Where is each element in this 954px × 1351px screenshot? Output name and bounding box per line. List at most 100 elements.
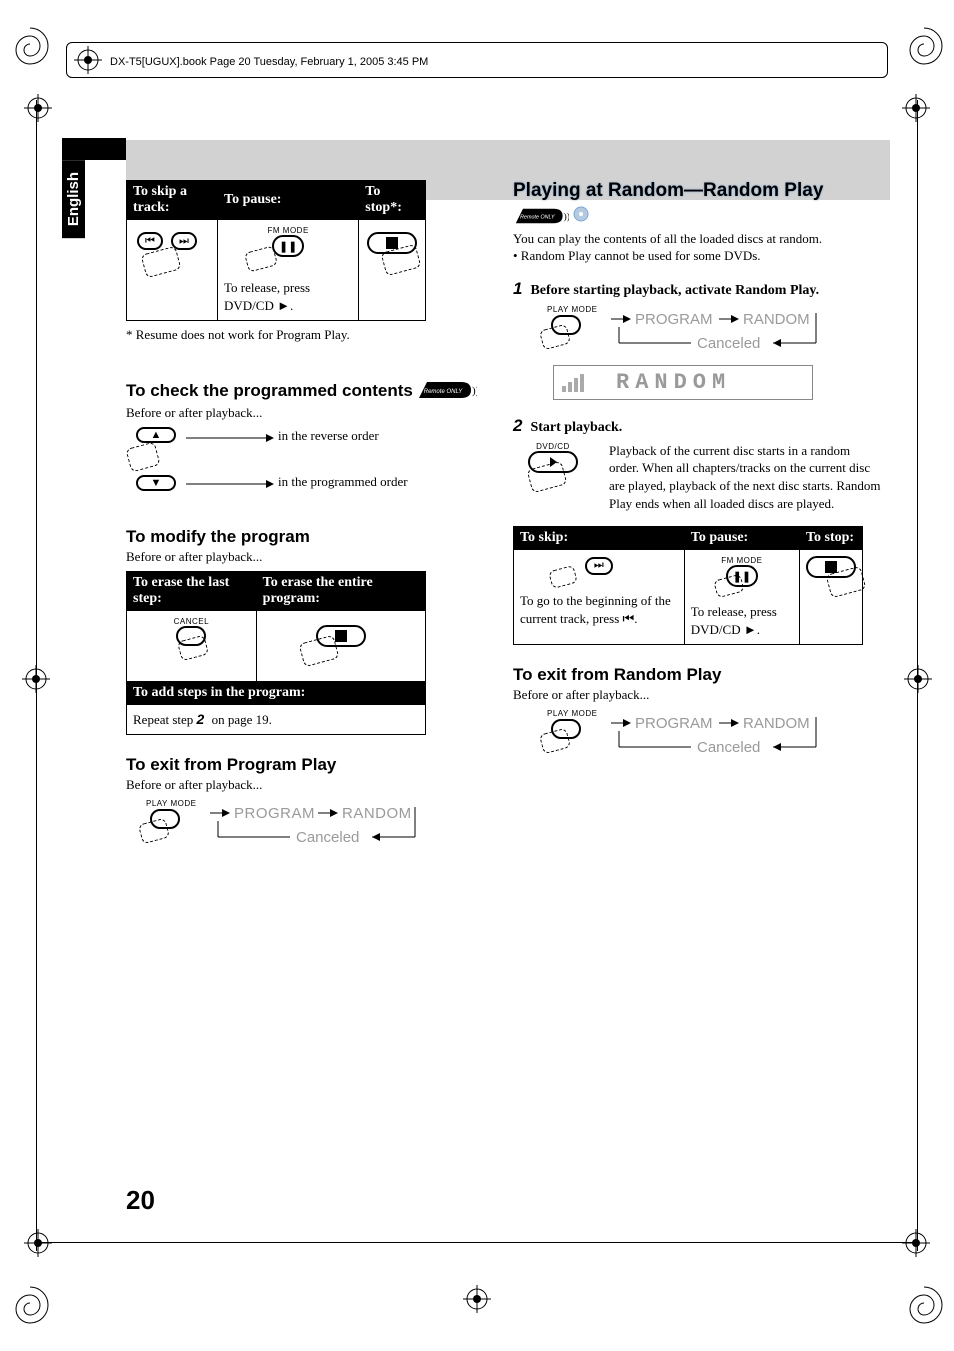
svg-text:PROGRAM: PROGRAM (635, 715, 713, 732)
press-gesture (244, 245, 278, 272)
press-gesture (548, 565, 578, 589)
table-random-controls: To skip: To pause: To stop: ⏭ To go to t… (513, 526, 863, 645)
th-erase-all: To erase the entire program: (256, 571, 425, 610)
step-2-para: Playback of the current disc starts in a… (609, 442, 883, 512)
cell-pause: FM MODE ❚❚ To release, press DVD/CD ►. (684, 550, 799, 645)
exit-program-head: To exit from Program Play (126, 755, 336, 775)
fm-mode-label: FM MODE (691, 556, 793, 565)
press-gesture (539, 324, 571, 351)
random-para: You can play the contents of all the loa… (513, 230, 883, 248)
crop-target-bottom (463, 1285, 491, 1313)
step-1-num: 1 (513, 279, 522, 298)
pause-icon: ❚❚ (272, 235, 304, 257)
crop-target-right (904, 665, 932, 693)
flow-canceled: Canceled (296, 829, 359, 846)
cell-stop (359, 220, 426, 321)
press-gesture (141, 246, 182, 278)
add-pre: Repeat step (133, 712, 197, 727)
right-column: Playing at Random—Random Play Remote ONL… (513, 180, 883, 869)
skip-fwd-icon: ⏭ (585, 557, 613, 575)
left-column: To skip a track: To pause: To stop*: ⏮ ⏭… (126, 180, 481, 869)
up-arrow-icon: ▲ (136, 427, 176, 443)
random-play-head: Playing at Random—Random Play (513, 180, 823, 202)
corner-mark-tl (10, 26, 50, 66)
flow-program: PROGRAM (234, 805, 315, 822)
step-1-text: Before starting playback, activate Rando… (530, 283, 819, 298)
page: DX-T5[UGUX].book Page 20 Tuesday, Februa… (0, 0, 954, 1351)
svg-text:)): )) (472, 385, 477, 397)
disc-icon (573, 209, 589, 226)
step-2-text: Start playback. (530, 420, 622, 435)
exit-program-sub: Before or after playback... (126, 777, 481, 793)
add-step-num: 2 (197, 711, 205, 727)
pause-release-text: To release, press DVD/CD ►. (224, 279, 352, 314)
svg-text:)): )) (564, 211, 570, 222)
press-gesture (125, 441, 160, 472)
modify-head: To modify the program (126, 527, 310, 547)
dvd-cd-label: DVD/CD (513, 442, 593, 451)
press-gesture (298, 635, 339, 667)
cell-stop-erase (256, 610, 425, 681)
lcd-display: RANDOM (553, 365, 813, 400)
step-2-num: 2 (513, 416, 522, 435)
lcd-bars-icon (562, 372, 592, 392)
pause-release-text: To release, press DVD/CD ►. (691, 603, 793, 638)
svg-text:Remote ONLY: Remote ONLY (424, 389, 463, 395)
th-add-steps: To add steps in the program: (127, 681, 426, 704)
cell-pause: FM MODE ❚❚ To release, press DVD/CD ►. (218, 220, 359, 321)
press-gesture (539, 728, 571, 755)
reverse-order-text: in the reverse order (278, 427, 379, 445)
crop-target-tl-inner (24, 94, 52, 122)
th-pause: To pause: (218, 181, 359, 220)
programmed-order-text: in the programmed order (278, 473, 408, 491)
cell-skip: ⏭ To go to the beginning of the current … (514, 550, 685, 645)
cell-skip: ⏮ ⏭ (127, 220, 218, 321)
th-erase-last: To erase the last step: (127, 571, 257, 610)
check-contents-head: To check the programmed contents (126, 381, 413, 401)
content-area: To skip a track: To pause: To stop*: ⏮ ⏭… (70, 180, 885, 869)
modify-sub: Before or after playback... (126, 549, 481, 565)
crop-target-tr-inner (902, 94, 930, 122)
resume-note: * Resume does not work for Program Play. (126, 327, 481, 343)
add-post: on page 19. (208, 712, 272, 727)
random-bullet: • Random Play cannot be used for some DV… (513, 247, 883, 265)
corner-mark-br (904, 1285, 944, 1325)
exit-random-head: To exit from Random Play (513, 665, 721, 685)
press-gesture (138, 818, 170, 845)
lcd-text: RANDOM (616, 370, 731, 395)
playmode-label: PLAY MODE (547, 305, 597, 314)
exit-random-sub: Before or after playback... (513, 687, 883, 703)
svg-text:Canceled: Canceled (697, 739, 760, 756)
svg-text:Canceled: Canceled (697, 335, 760, 352)
th-skip: To skip: (514, 527, 685, 550)
press-gesture (713, 574, 745, 599)
svg-text:Remote ONLY: Remote ONLY (520, 215, 555, 221)
cell-add-steps: Repeat step 2 on page 19. (127, 704, 426, 734)
down-arrow-icon: ▼ (136, 475, 176, 491)
skip-back-icon: ⏮ (137, 232, 163, 250)
flow-random: RANDOM (342, 805, 412, 822)
svg-text:PROGRAM: PROGRAM (635, 311, 713, 328)
svg-text:RANDOM: RANDOM (743, 311, 810, 328)
th-pause: To pause: (684, 527, 799, 550)
fm-mode-label: FM MODE (224, 226, 352, 235)
playmode-label: PLAY MODE (146, 799, 196, 808)
th-skip: To skip a track: (127, 181, 218, 220)
cell-stop (799, 550, 862, 645)
th-stop: To stop: (799, 527, 862, 550)
check-sub: Before or after playback... (126, 405, 481, 421)
crop-target-br-inner (902, 1229, 930, 1257)
table-modify: To erase the last step: To erase the ent… (126, 571, 426, 735)
corner-mark-bl (10, 1285, 50, 1325)
page-number: 20 (126, 1185, 155, 1216)
header-filename: DX-T5[UGUX].book Page 20 Tuesday, Februa… (110, 56, 428, 68)
cell-cancel: CANCEL (127, 610, 257, 681)
cancel-label: CANCEL (133, 617, 250, 626)
skip-note: To go to the beginning of the current tr… (520, 592, 678, 627)
remote-only-badge: Remote ONLY)) (513, 207, 569, 230)
crop-target-bl-inner (24, 1229, 52, 1257)
corner-mark-tr (904, 26, 944, 66)
table-skip-pause-stop: To skip a track: To pause: To stop*: ⏮ ⏭… (126, 180, 426, 321)
remote-only-badge: Remote ONLY)) (417, 380, 477, 405)
svg-text:RANDOM: RANDOM (743, 715, 810, 732)
